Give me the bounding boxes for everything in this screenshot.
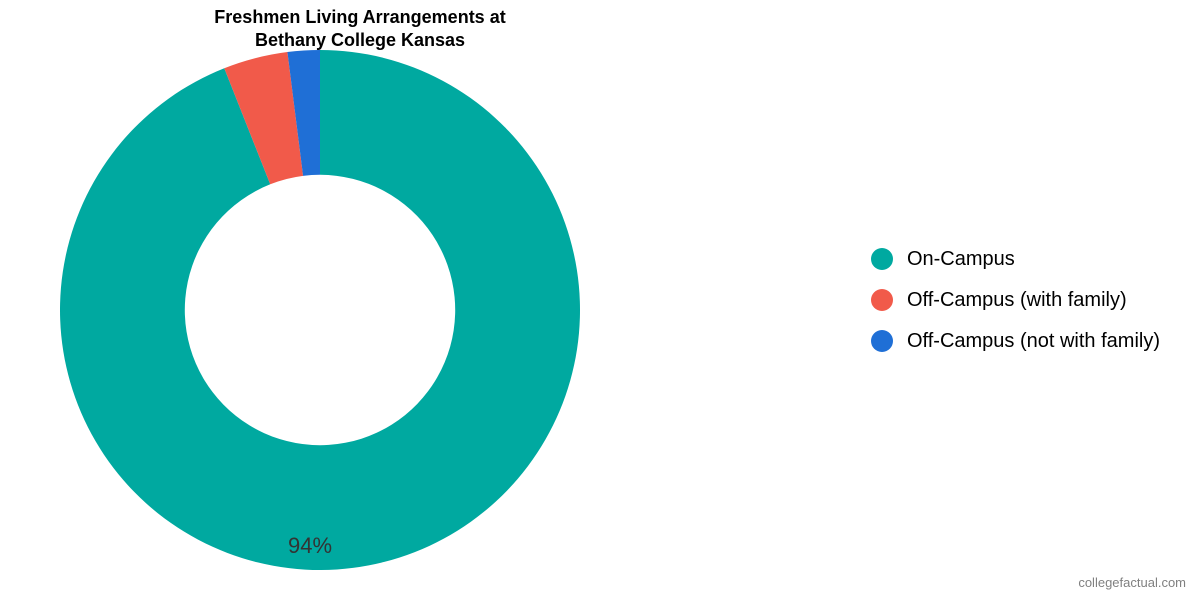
legend-swatch <box>871 248 893 270</box>
donut-svg <box>60 50 580 570</box>
donut-slices <box>60 50 580 570</box>
chart-title-line2: Bethany College Kansas <box>0 29 720 52</box>
legend-item: On-Campus <box>871 248 1160 271</box>
legend-swatch <box>871 289 893 311</box>
attribution-text: collegefactual.com <box>1078 575 1186 590</box>
legend: On-Campus Off-Campus (with family) Off-Cam… <box>871 0 1160 600</box>
legend-item: Off-Campus (not with family) <box>871 330 1160 353</box>
percent-label: 94% <box>288 533 332 559</box>
chart-title-line1: Freshmen Living Arrangements at <box>0 6 720 29</box>
legend-swatch <box>871 330 893 352</box>
legend-item: Off-Campus (with family) <box>871 289 1160 312</box>
legend-label: Off-Campus (not with family) <box>907 330 1160 353</box>
legend-label: On-Campus <box>907 248 1015 271</box>
chart-title: Freshmen Living Arrangements at Bethany … <box>0 6 720 51</box>
legend-label: Off-Campus (with family) <box>907 289 1127 312</box>
donut-chart <box>60 50 580 570</box>
chart-container: Freshmen Living Arrangements at Bethany … <box>0 0 1200 600</box>
